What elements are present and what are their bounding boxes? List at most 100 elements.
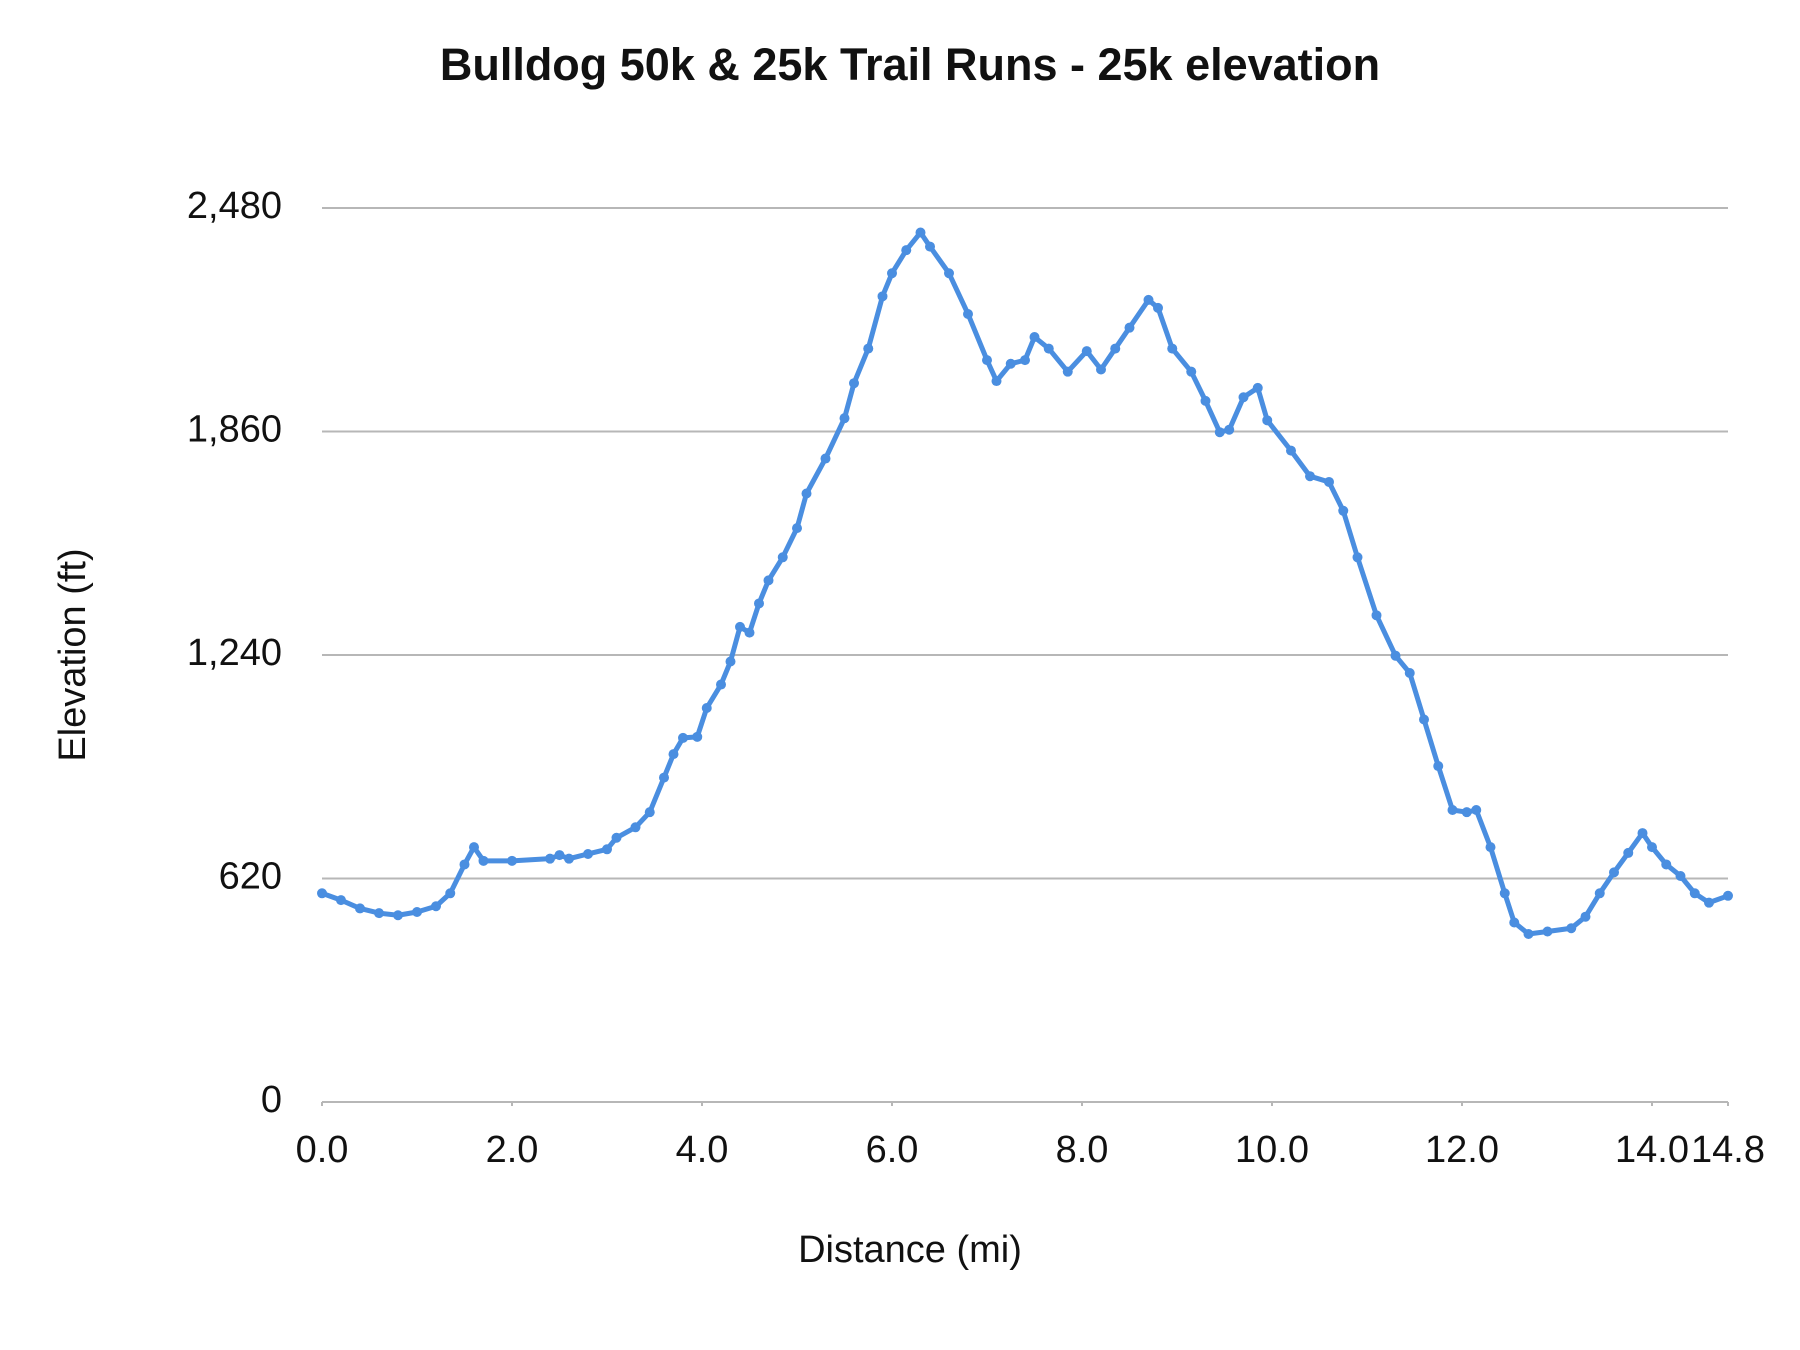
y-tick-label: 2,480 [187, 185, 282, 227]
point [701, 702, 712, 713]
point [1675, 870, 1686, 881]
x-tick-label: 6.0 [866, 1129, 919, 1171]
point [1224, 424, 1235, 435]
point [1723, 890, 1733, 901]
point [1594, 888, 1605, 899]
point [735, 621, 745, 632]
point [1324, 476, 1334, 487]
point [1499, 888, 1510, 899]
point [839, 413, 850, 424]
point [1005, 358, 1016, 369]
x-tick-label: 10.0 [1235, 1129, 1309, 1171]
point [1566, 923, 1577, 934]
point [644, 807, 655, 818]
point [1252, 382, 1263, 393]
point [777, 552, 788, 563]
point [1371, 610, 1382, 621]
point [1461, 807, 1472, 818]
point [1043, 343, 1054, 354]
point [1020, 355, 1030, 366]
point [801, 488, 812, 499]
point [1623, 847, 1634, 858]
point [1262, 415, 1273, 426]
chart-title: Bulldog 50k & 25k Trail Runs - 25k eleva… [440, 39, 1380, 90]
point [412, 907, 422, 918]
point [1286, 445, 1296, 456]
point [659, 772, 669, 783]
x-tick-label: 14.8 [1691, 1129, 1765, 1171]
point [1238, 392, 1249, 403]
point [1637, 828, 1648, 839]
x-axis-title: Distance (mi) [798, 1229, 1022, 1271]
point [1200, 395, 1211, 406]
point [763, 575, 774, 586]
point [982, 355, 992, 366]
point [1390, 650, 1401, 661]
point [630, 822, 641, 833]
point [1214, 427, 1225, 438]
point [611, 832, 622, 843]
point [1404, 668, 1415, 679]
point [459, 859, 470, 870]
y-tick-label: 1,240 [187, 632, 282, 674]
point [668, 749, 679, 760]
y-tick-label: 0 [261, 1079, 282, 1121]
point [1419, 714, 1429, 725]
point [564, 853, 574, 864]
series-line [321, 230, 1729, 937]
x-tick-label: 2.0 [486, 1129, 539, 1171]
x-tick-label: 12.0 [1425, 1129, 1499, 1171]
point [1580, 911, 1591, 922]
point [991, 376, 1002, 387]
x-tick-label: 0.0 [296, 1129, 349, 1171]
point [692, 731, 703, 742]
point [355, 903, 365, 914]
point [1186, 366, 1197, 377]
point [393, 910, 403, 921]
y-axis-title: Elevation (ft) [52, 548, 94, 761]
point [1609, 867, 1619, 878]
point [925, 241, 935, 252]
point [1062, 366, 1073, 377]
point [1352, 552, 1363, 563]
x-tick-label: 8.0 [1056, 1129, 1109, 1171]
point [1029, 332, 1040, 343]
point [1647, 842, 1657, 853]
point [877, 291, 888, 302]
point [963, 308, 973, 319]
point [1110, 343, 1121, 354]
point [336, 895, 346, 906]
point [744, 627, 755, 638]
point [478, 855, 489, 866]
point [1661, 859, 1672, 870]
point [554, 850, 565, 861]
y-tick-label: 620 [219, 856, 282, 898]
point [469, 842, 479, 853]
point [1124, 322, 1135, 333]
point [602, 844, 612, 855]
point [1485, 842, 1496, 853]
point [887, 268, 897, 279]
x-tick-label: 14.0 [1615, 1129, 1689, 1171]
point [1689, 888, 1700, 899]
point [545, 853, 555, 864]
point [678, 732, 688, 743]
point [792, 523, 802, 534]
point [1704, 897, 1714, 908]
point [445, 888, 456, 899]
point [1471, 805, 1482, 816]
point [1509, 917, 1520, 928]
point [1542, 926, 1553, 937]
point [431, 901, 441, 912]
point [1523, 929, 1534, 940]
point [1433, 761, 1444, 772]
point [820, 453, 831, 464]
point [1096, 364, 1106, 375]
point [849, 378, 859, 389]
point [583, 848, 593, 859]
point [1305, 471, 1315, 482]
point [1143, 294, 1154, 305]
point [901, 245, 912, 256]
point [1167, 343, 1178, 354]
